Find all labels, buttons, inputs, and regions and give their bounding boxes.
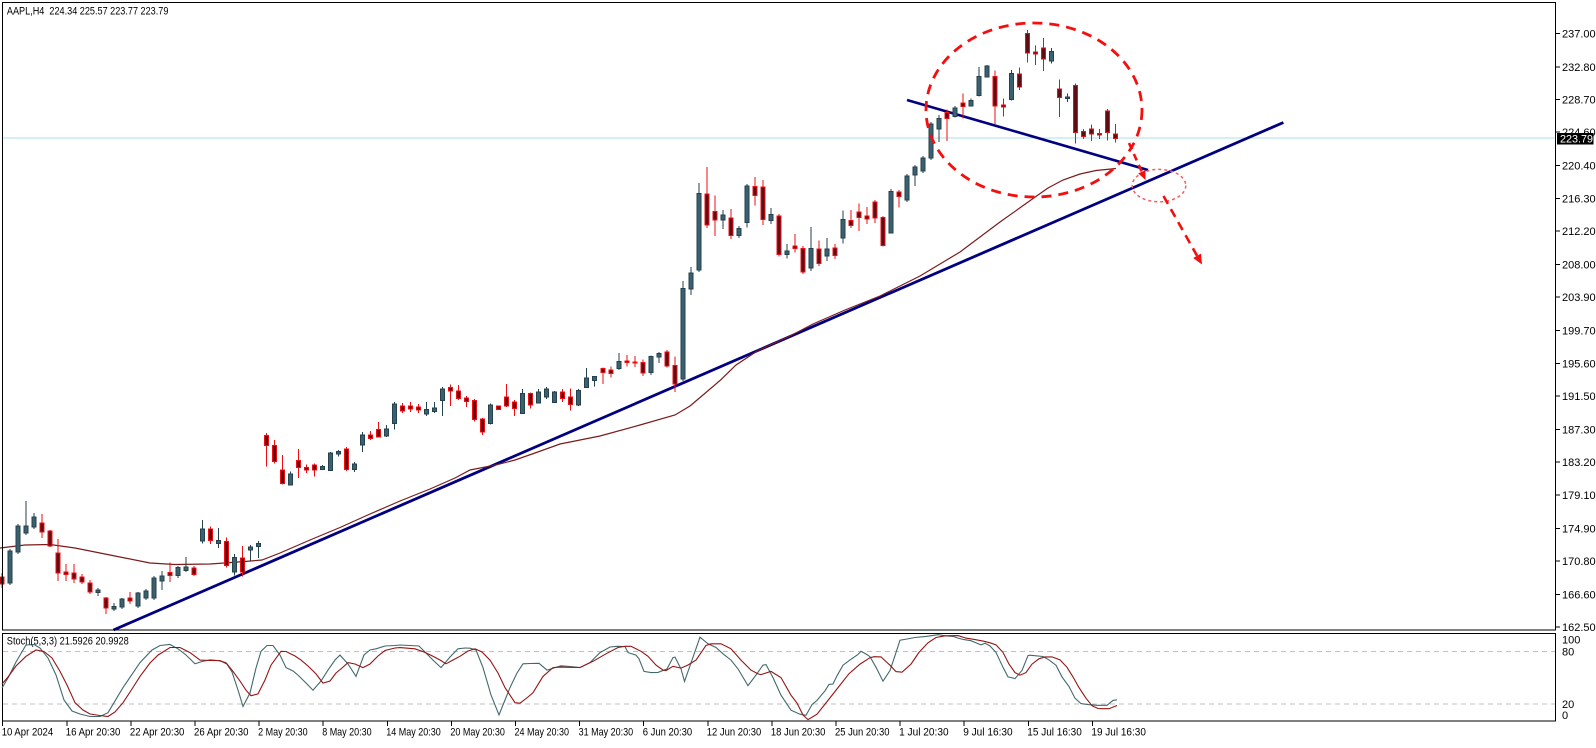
svg-text:10 Apr 2024: 10 Apr 2024	[2, 727, 54, 739]
svg-text:8 May 20:30: 8 May 20:30	[322, 727, 372, 739]
svg-text:20: 20	[1562, 699, 1574, 711]
svg-text:31 May 20:30: 31 May 20:30	[579, 727, 634, 739]
svg-text:24 May 20:30: 24 May 20:30	[515, 727, 570, 739]
svg-text:208.00: 208.00	[1562, 260, 1596, 272]
svg-text:14 May 20:30: 14 May 20:30	[386, 727, 441, 739]
svg-text:100: 100	[1562, 635, 1580, 647]
svg-text:170.80: 170.80	[1562, 556, 1596, 568]
svg-text:220.40: 220.40	[1562, 161, 1596, 173]
svg-text:174.90: 174.90	[1562, 523, 1596, 535]
svg-text:195.60: 195.60	[1562, 358, 1596, 370]
svg-text:191.50: 191.50	[1562, 391, 1596, 403]
svg-text:203.90: 203.90	[1562, 292, 1596, 304]
svg-text:212.20: 212.20	[1562, 226, 1596, 238]
svg-text:25 Jun 20:30: 25 Jun 20:30	[835, 727, 890, 739]
svg-text:1 Jul 20:30: 1 Jul 20:30	[899, 727, 949, 739]
svg-text:AAPL,H4 224.34 225.57 223.77: AAPL,H4 224.34 225.57 223.77 223.79	[7, 6, 169, 18]
svg-text:22 Apr 20:30: 22 Apr 20:30	[130, 727, 185, 739]
svg-text:232.80: 232.80	[1562, 62, 1596, 74]
svg-text:18 Jun 20:30: 18 Jun 20:30	[771, 727, 826, 739]
svg-text:237.00: 237.00	[1562, 28, 1596, 40]
svg-text:15 Jul 16:30: 15 Jul 16:30	[1027, 727, 1082, 739]
svg-text:26 Apr 20:30: 26 Apr 20:30	[194, 727, 249, 739]
svg-text:0: 0	[1562, 710, 1568, 722]
svg-text:228.70: 228.70	[1562, 95, 1596, 107]
svg-text:183.20: 183.20	[1562, 457, 1596, 469]
svg-text:9 Jul 16:30: 9 Jul 16:30	[963, 727, 1013, 739]
svg-text:166.60: 166.60	[1562, 590, 1596, 602]
svg-text:19 Jul 16:30: 19 Jul 16:30	[1091, 727, 1146, 739]
svg-text:187.30: 187.30	[1562, 425, 1596, 437]
svg-text:6 Jun 20:30: 6 Jun 20:30	[643, 727, 693, 739]
svg-text:216.30: 216.30	[1562, 193, 1596, 205]
svg-text:80: 80	[1562, 646, 1574, 658]
svg-text:162.50: 162.50	[1562, 622, 1596, 634]
svg-text:20 May 20:30: 20 May 20:30	[450, 727, 505, 739]
svg-text:12 Jun 20:30: 12 Jun 20:30	[707, 727, 762, 739]
svg-text:2 May 20:30: 2 May 20:30	[258, 727, 308, 739]
svg-text:Stoch(5,3,3) 21.5926 20.9928: Stoch(5,3,3) 21.5926 20.9928	[7, 636, 129, 648]
svg-text:179.10: 179.10	[1562, 490, 1596, 502]
svg-text:16 Apr 20:30: 16 Apr 20:30	[66, 727, 121, 739]
svg-text:223.79: 223.79	[1560, 134, 1593, 146]
svg-text:199.70: 199.70	[1562, 326, 1596, 338]
